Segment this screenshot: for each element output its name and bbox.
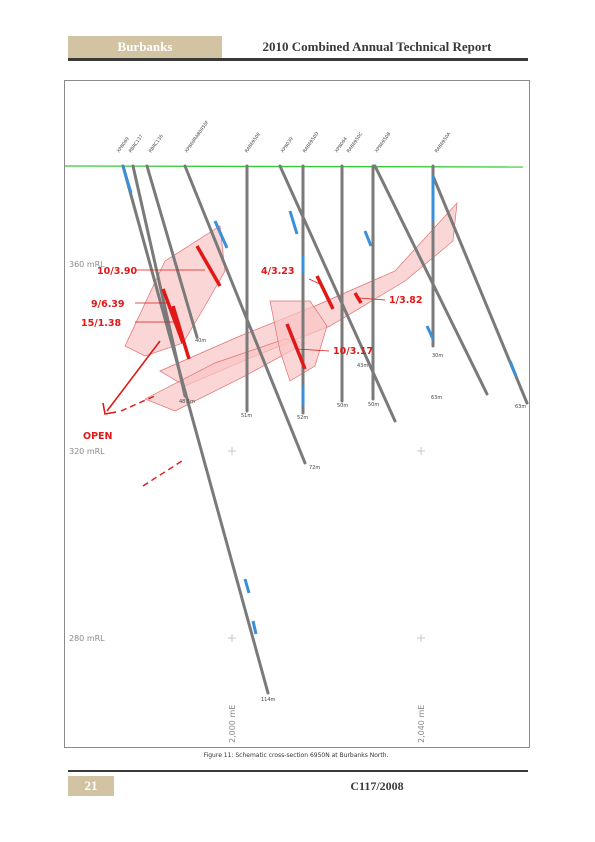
leader-lines xyxy=(135,269,386,352)
depth-label: 114m xyxy=(261,697,276,703)
depth-label: 52m xyxy=(297,415,308,421)
hole-label: XPN6950B xyxy=(374,131,393,154)
footer-reference: C117/2008 xyxy=(350,779,404,793)
cross-section-drawing: 360 mRL 320 mRL 280 mRL 2,000 mE 2,040 m… xyxy=(65,119,529,743)
hole-label: XPN68RAB0950F xyxy=(184,119,211,154)
depth-label: 43m xyxy=(357,363,368,369)
intercept-label: 10/3.17 xyxy=(333,346,373,357)
intercept-segments xyxy=(161,245,363,370)
depth-label: 50m xyxy=(368,402,379,408)
page-number: 21 xyxy=(68,776,114,796)
trace-xpn069 xyxy=(121,164,270,695)
trace-xpn068 xyxy=(183,164,307,465)
easting-label-2040: 2,040 mE xyxy=(417,705,426,743)
hole-label: RAB6950E xyxy=(244,131,262,154)
grid-crosses xyxy=(228,447,425,642)
figure-caption: Figure 11: Schematic cross-section 6950N… xyxy=(203,752,389,759)
open-arrow xyxy=(102,340,161,415)
cross-section-figure: 360 mRL 320 mRL 280 mRL 2,000 mE 2,040 m… xyxy=(64,80,530,748)
zone-west xyxy=(124,225,226,357)
depth-label: 51m xyxy=(241,413,252,419)
rl-label-320: 320 mRL xyxy=(69,447,105,456)
hole-label: RAB6950A xyxy=(434,131,453,155)
hole-label: RAB6950D xyxy=(302,131,321,155)
intercept-label: 1/3.82 xyxy=(389,295,423,306)
depth-label: 40m xyxy=(195,338,206,344)
rl-label-280: 280 mRL xyxy=(69,634,105,643)
zone-central xyxy=(269,300,328,382)
header-report-title: 2010 Combined Annual Technical Report xyxy=(262,39,492,54)
hole-label: RBRC137 xyxy=(128,134,145,155)
trace-xpn039 xyxy=(278,164,397,423)
depth-label: 30m xyxy=(432,353,443,359)
depth-label: 50m xyxy=(337,403,348,409)
header-rule xyxy=(68,58,528,61)
rl-label-360: 360 mRL xyxy=(69,260,105,269)
intercept-label: 10/3.90 xyxy=(97,266,138,277)
header-section-title: Burbanks xyxy=(68,36,222,58)
assay-intervals xyxy=(121,165,518,635)
open-label: OPEN xyxy=(83,431,113,442)
intercept-label: 9/6.39 xyxy=(91,299,125,310)
projection-dashes xyxy=(120,394,186,487)
topographic-surface xyxy=(65,165,524,168)
depth-label: 72m xyxy=(309,465,320,471)
footer-rule xyxy=(68,770,528,772)
depth-label: 48.5m xyxy=(179,399,195,405)
hole-label: RBRC136 xyxy=(148,134,165,155)
drill-traces xyxy=(121,164,529,695)
trace-xpn6950b xyxy=(373,164,489,396)
hole-label: XPN039 xyxy=(280,136,295,154)
depth-label: 63m xyxy=(431,395,442,401)
depth-label: 63m xyxy=(515,404,526,410)
easting-label-2000: 2,000 mE xyxy=(228,705,237,743)
hole-label: RAB6950C xyxy=(346,131,365,154)
trace-rbrc137 xyxy=(131,164,187,398)
intercept-label: 15/1.38 xyxy=(81,318,122,329)
intercept-label: 4/3.23 xyxy=(261,266,295,277)
trace-rbrc136 xyxy=(145,164,199,339)
